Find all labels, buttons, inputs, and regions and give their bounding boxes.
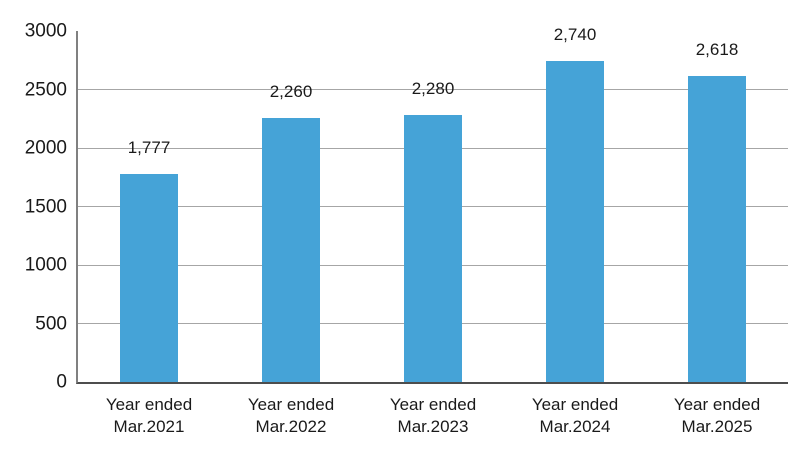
y-axis-tick-label: 2000 [24,137,67,159]
bar-2021 [120,174,178,382]
y-axis-tick-label: 1500 [24,196,67,217]
x-axis-category-line: Year ended [105,395,193,414]
plot-area: 0 500 1000 1500 2000 2500 3000 1,777 Year ended M… [25,22,788,436]
x-axis-category-line: Mar.2024 [539,417,611,436]
x-axis-category-line: Year ended [531,395,619,414]
x-axis-category-line: Mar.2021 [113,417,185,436]
gridline-2500 [78,89,788,90]
x-axis-category-line: Year ended [673,395,761,414]
bar-2024 [546,61,604,382]
bar-2023 [404,115,462,382]
x-axis-category-line: Mar.2023 [397,417,469,436]
x-axis-category-line: Year ended [389,395,477,414]
y-axis-tick-label: 0 [56,371,67,393]
bar-2025 [688,75,746,382]
y-axis-tick-label: 500 [35,313,67,334]
x-axis-category-line: Year ended [247,395,335,414]
bar-value-label: 1,777 [127,138,171,158]
x-axis-category-label: Year ended Mar.2024 [532,394,618,438]
bar-value-label: 2,618 [695,39,739,59]
x-axis-category-label: Year ended Mar.2023 [390,394,476,438]
y-axis-tick-label: 2500 [24,79,67,100]
y-axis-tick-label: 3000 [24,20,67,42]
x-axis-category-label: Year ended Mar.2021 [106,394,192,438]
bar-value-label: 2,260 [269,81,313,101]
y-axis-tick-label: 1000 [24,254,67,276]
bar-2022 [262,117,320,382]
x-axis-category-label: Year ended Mar.2022 [248,394,334,438]
x-axis-category-label: Year ended Mar.2025 [674,394,760,438]
bar-value-label: 2,280 [411,79,455,99]
x-axis-category-line: Mar.2022 [255,417,327,436]
x-axis-category-line: Mar.2025 [681,417,753,436]
bar-value-label: 2,740 [553,25,597,45]
